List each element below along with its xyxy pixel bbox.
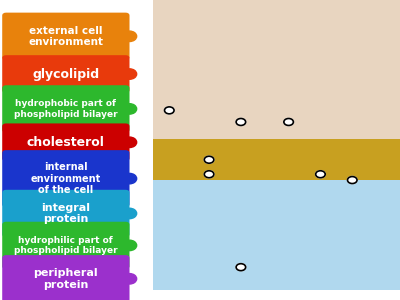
Circle shape xyxy=(122,240,137,250)
Text: hydrophilic part of
phospholipid bilayer: hydrophilic part of phospholipid bilayer xyxy=(14,236,118,255)
Circle shape xyxy=(316,171,325,178)
FancyBboxPatch shape xyxy=(2,13,130,60)
FancyBboxPatch shape xyxy=(2,150,130,207)
Circle shape xyxy=(122,104,137,114)
Circle shape xyxy=(348,177,357,184)
Text: glycolipid: glycolipid xyxy=(32,68,100,81)
Text: integral
protein: integral protein xyxy=(41,203,90,224)
Circle shape xyxy=(204,171,214,178)
Circle shape xyxy=(122,31,137,41)
Circle shape xyxy=(204,156,214,163)
Text: external cell
environment: external cell environment xyxy=(28,26,103,47)
Text: hydrophobic part of
phospholipid bilayer: hydrophobic part of phospholipid bilayer xyxy=(14,99,118,119)
FancyBboxPatch shape xyxy=(153,0,400,290)
Circle shape xyxy=(122,137,137,148)
FancyBboxPatch shape xyxy=(153,180,400,290)
FancyBboxPatch shape xyxy=(2,55,130,93)
FancyBboxPatch shape xyxy=(2,190,130,237)
Circle shape xyxy=(284,118,293,125)
Text: cholesterol: cholesterol xyxy=(27,136,105,149)
Circle shape xyxy=(164,107,174,114)
Circle shape xyxy=(122,69,137,79)
FancyBboxPatch shape xyxy=(2,255,130,300)
Circle shape xyxy=(236,264,246,271)
Text: peripheral
protein: peripheral protein xyxy=(34,268,98,289)
FancyBboxPatch shape xyxy=(153,140,400,180)
FancyBboxPatch shape xyxy=(2,222,130,269)
Circle shape xyxy=(122,208,137,219)
FancyBboxPatch shape xyxy=(2,85,130,133)
Circle shape xyxy=(122,173,137,184)
Circle shape xyxy=(122,274,137,284)
Circle shape xyxy=(236,118,246,125)
FancyBboxPatch shape xyxy=(2,123,130,161)
Text: internal
environment
of the cell: internal environment of the cell xyxy=(31,162,101,195)
